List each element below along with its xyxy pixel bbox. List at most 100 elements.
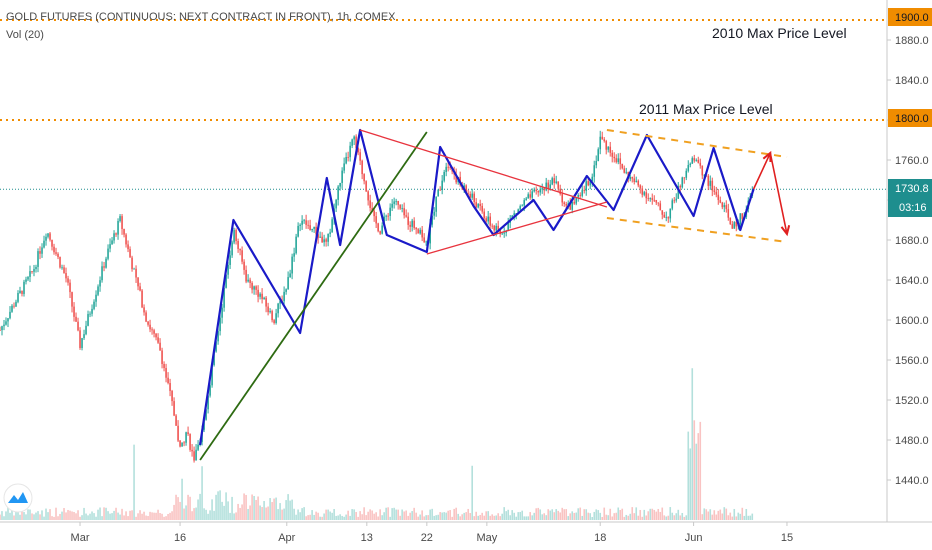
candle-body (393, 201, 395, 204)
candle-body (291, 256, 293, 274)
volume-bar (197, 499, 199, 520)
volume-bar (75, 513, 77, 520)
candle-body (361, 160, 363, 175)
candle-body (695, 159, 698, 161)
candle-body (187, 432, 189, 435)
volume-bar (153, 512, 155, 520)
tradingview-logo-icon[interactable] (3, 483, 33, 513)
volume-bar (515, 516, 517, 520)
volume-bar (647, 511, 650, 520)
volume-bar (705, 509, 708, 520)
candle-body (153, 330, 155, 334)
volume-bar (187, 494, 189, 520)
candle-body (671, 200, 674, 209)
volume-bar (497, 513, 499, 520)
volume-bar (679, 515, 682, 520)
candle-body (709, 180, 712, 186)
candle-body (575, 197, 578, 204)
volume-bar (111, 513, 113, 520)
candle-body (181, 442, 183, 447)
volume-bar (295, 514, 297, 520)
volume-bar (691, 368, 694, 520)
candle-body (233, 229, 235, 243)
candle-body (471, 193, 473, 198)
volume-bar (653, 509, 656, 520)
volume-bar (365, 515, 367, 520)
candle-body (547, 182, 550, 189)
volume-bar (663, 515, 666, 520)
candle-body (123, 228, 125, 235)
candle-body (513, 213, 515, 216)
candle-body (217, 331, 219, 342)
volume-bar (249, 505, 251, 520)
volume-bar (499, 516, 501, 520)
volume-bar (369, 509, 371, 520)
volume-bar (593, 511, 596, 520)
candle-body (197, 444, 199, 450)
candle-body (9, 311, 11, 319)
candle-body (313, 226, 315, 229)
volume-bar (715, 514, 718, 520)
volume-bar (133, 444, 135, 520)
candle-body (357, 148, 359, 153)
candle-body (213, 351, 215, 366)
volume-bar (631, 507, 634, 520)
annotation-2011-level: 2011 Max Price Level (639, 101, 773, 117)
candle-body (43, 240, 45, 248)
candle-body (653, 199, 656, 201)
volume-bar (419, 514, 421, 520)
volume-bar (519, 511, 521, 520)
volume-bar (267, 506, 269, 520)
volume-bar (7, 507, 9, 520)
candle-body (555, 181, 558, 183)
volume-bar (245, 494, 247, 520)
candle-body (611, 152, 614, 157)
volume-bar (557, 510, 560, 520)
candle-body (349, 145, 351, 158)
volume-bar (301, 508, 303, 520)
volume-bar (551, 509, 554, 520)
candle-body (45, 236, 47, 241)
candle-body (651, 198, 654, 200)
candle-body (467, 193, 469, 195)
candle-body (661, 210, 664, 215)
candle-body (185, 432, 187, 443)
volume-bar (627, 515, 630, 520)
volume-bar (711, 514, 714, 520)
volume-bar (131, 510, 133, 520)
volume-bar (501, 513, 503, 520)
candle-body (63, 267, 65, 274)
volume-bar (723, 507, 726, 520)
volume-bar (429, 509, 431, 520)
candle-body (267, 306, 269, 313)
candle-body (519, 206, 521, 210)
candle-body (595, 160, 598, 166)
volume-bar (281, 509, 283, 520)
candle-body (375, 216, 377, 224)
volume-bar (577, 508, 580, 520)
candle-body (601, 136, 604, 140)
symbol-title: GOLD FUTURES (CONTINUOUS: NEXT CONTRACT … (6, 11, 396, 23)
svg-text:1900.0: 1900.0 (895, 12, 929, 24)
volume-bar (83, 507, 85, 520)
volume-bar (471, 465, 473, 520)
volume-bar (521, 510, 523, 520)
candle-body (163, 363, 165, 369)
volume-indicator-label[interactable]: Vol (20) (6, 29, 44, 41)
candle-body (23, 281, 25, 294)
volume-bar (141, 513, 143, 520)
volume-bar (347, 510, 349, 520)
volume-bar (115, 507, 117, 520)
volume-bar (489, 515, 491, 520)
candle-body (635, 180, 638, 182)
candle-body (727, 209, 730, 218)
candle-body (85, 325, 87, 335)
candle-body (5, 321, 7, 325)
candle-body (583, 190, 586, 191)
candle-body (289, 273, 291, 278)
candle-body (507, 222, 509, 231)
volume-bar (243, 493, 245, 520)
volume-bar (375, 512, 377, 520)
volume-bar (401, 509, 403, 520)
